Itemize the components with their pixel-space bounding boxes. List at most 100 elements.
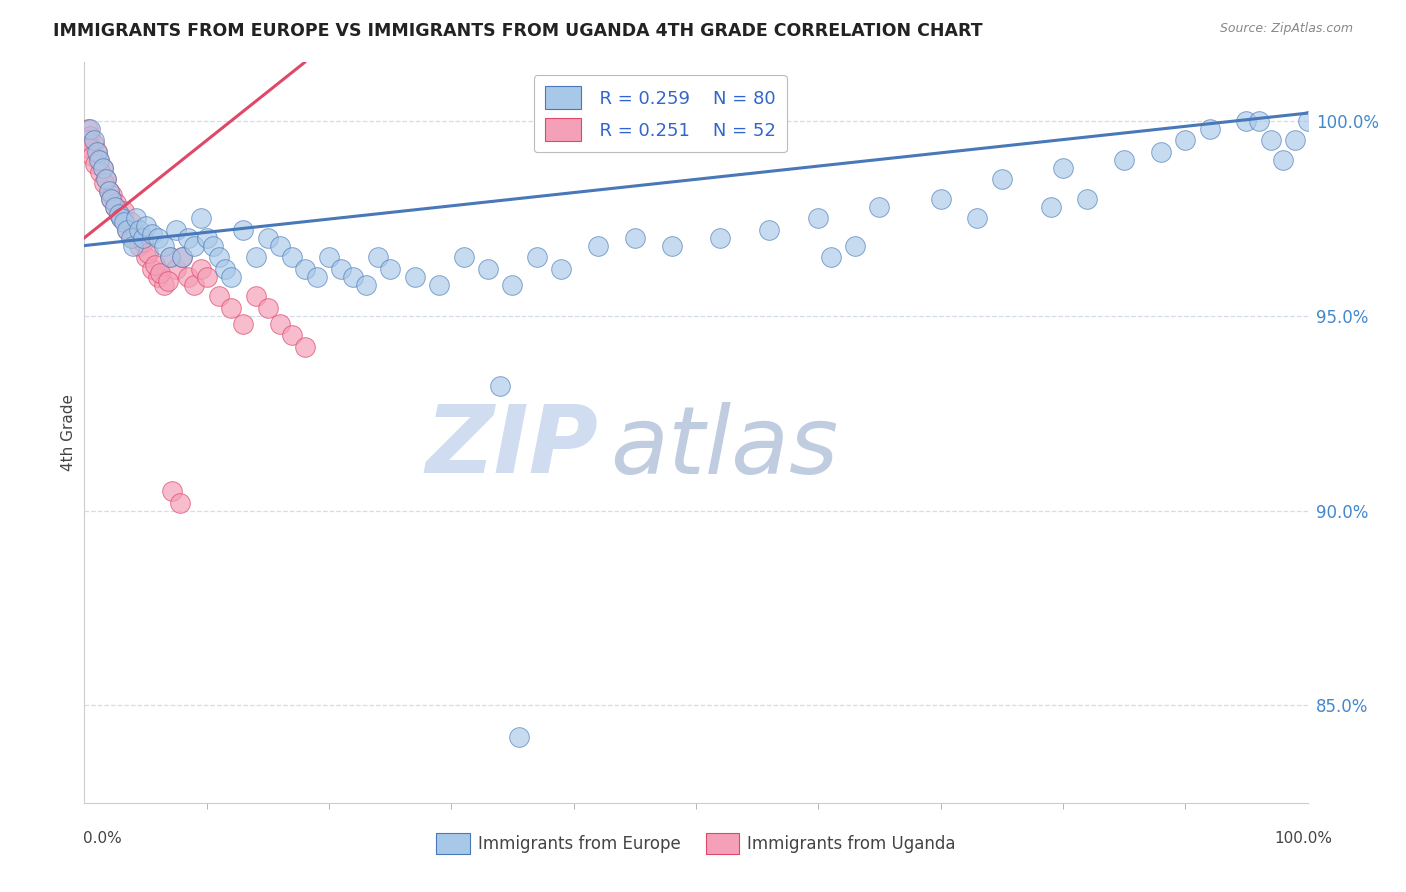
Text: 0.0%: 0.0% [83,831,122,846]
Point [232,223,254,237]
Point [89,164,111,178]
Point [100,192,122,206]
Point [132,235,155,249]
Point [1247,114,1270,128]
Point [844,238,866,252]
Point [820,250,842,264]
Point [190,211,212,226]
Legend: Immigrants from Europe, Immigrants from Uganda: Immigrants from Europe, Immigrants from … [429,826,963,861]
Text: atlas: atlas [610,402,838,493]
Point [120,215,142,229]
Point [143,258,166,272]
Point [110,211,132,226]
Point [380,262,402,277]
Text: 100.0%: 100.0% [1274,831,1333,846]
Point [1198,121,1220,136]
Point [87,153,110,167]
Point [91,161,114,175]
Point [1039,200,1062,214]
Point [104,200,127,214]
Point [550,262,572,277]
Point [195,269,218,284]
Point [489,379,512,393]
Point [115,223,138,237]
Point [367,250,389,264]
Point [758,223,780,237]
Point [149,266,172,280]
Point [1236,114,1258,128]
Point [177,231,200,245]
Y-axis label: 4th Grade: 4th Grade [60,394,76,471]
Point [991,172,1014,186]
Point [586,238,609,252]
Point [77,121,100,136]
Point [107,207,129,221]
Point [141,262,163,277]
Point [1260,133,1282,147]
Point [190,262,212,277]
Point [156,274,179,288]
Point [97,184,120,198]
Point [132,231,155,245]
Point [177,269,200,284]
Point [1272,153,1295,167]
Point [76,133,98,147]
Point [201,238,224,252]
Point [135,250,157,264]
Point [107,207,129,221]
Point [208,289,231,303]
Point [165,223,187,237]
Point [86,145,108,159]
Point [281,250,304,264]
Point [269,317,291,331]
Point [159,250,181,264]
Point [83,133,105,147]
Point [84,157,107,171]
Point [245,289,267,303]
Point [214,262,236,277]
Point [128,238,150,252]
Point [87,153,110,167]
Point [93,176,115,190]
Point [1174,133,1197,147]
Point [245,250,267,264]
Point [136,246,159,260]
Point [257,231,280,245]
Point [502,277,524,292]
Point [427,277,450,292]
Point [159,250,181,264]
Point [125,211,148,226]
Point [219,269,242,284]
Point [165,262,187,277]
Point [120,231,142,245]
Point [807,211,830,226]
Point [869,200,891,214]
Point [330,262,353,277]
Text: IMMIGRANTS FROM EUROPE VS IMMIGRANTS FROM UGANDA 4TH GRADE CORRELATION CHART: IMMIGRANTS FROM EUROPE VS IMMIGRANTS FRO… [53,22,983,40]
Point [1114,153,1136,167]
Point [79,121,101,136]
Point [115,223,138,237]
Point [318,250,340,264]
Point [453,250,475,264]
Point [294,262,316,277]
Point [96,172,118,186]
Point [208,250,231,264]
Text: Source: ZipAtlas.com: Source: ZipAtlas.com [1219,22,1353,36]
Point [112,215,135,229]
Point [135,219,157,233]
Point [219,301,242,315]
Point [105,195,128,210]
Point [269,238,291,252]
Point [294,340,316,354]
Point [172,250,194,264]
Point [354,277,377,292]
Point [77,141,100,155]
Point [281,328,304,343]
Point [183,238,205,252]
Point [508,730,530,744]
Point [112,203,135,218]
Point [101,188,124,202]
Point [195,231,218,245]
Point [104,200,127,214]
